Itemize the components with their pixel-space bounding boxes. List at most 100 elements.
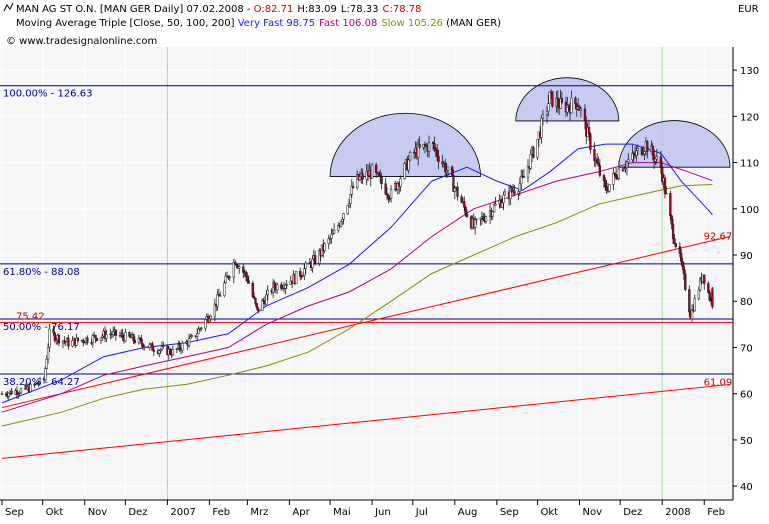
candle-body (114, 329, 118, 336)
x-tick-label: Nov (88, 507, 108, 518)
candle-body (0, 393, 4, 395)
candle-body (94, 334, 97, 339)
candle-body (708, 292, 711, 301)
candle-body (234, 262, 237, 265)
candle-body (380, 176, 383, 185)
candle-body (587, 127, 591, 135)
candle-body (181, 343, 184, 351)
candle-body (52, 328, 55, 334)
candle-body (375, 164, 378, 173)
candle-body (407, 159, 410, 171)
candle-body (223, 282, 226, 296)
fibonacci-level-label: 38.20% - 64.27 (3, 377, 80, 388)
candle-body (556, 97, 559, 107)
candle-body (548, 91, 551, 104)
candle-body (175, 348, 179, 350)
candle-body (57, 335, 61, 344)
candle-body (246, 276, 249, 282)
candle-body (545, 110, 549, 115)
candle-body (200, 327, 203, 330)
candle-body (86, 337, 89, 343)
candle-body (379, 175, 382, 178)
candle-body (608, 183, 611, 192)
candle-body (90, 342, 93, 344)
copyright-text: © www.tradesignalonline.com (6, 36, 157, 47)
candle-body (681, 261, 684, 267)
high-value: H:83.09 (297, 4, 337, 15)
candle-body (82, 339, 85, 343)
candle-body (244, 271, 248, 277)
candle-body (29, 384, 32, 392)
candle-body (450, 166, 454, 176)
candle-body (460, 196, 463, 203)
candle-body (112, 331, 115, 335)
candle-body (598, 165, 602, 176)
candle-body (482, 216, 485, 220)
candle-body (636, 148, 639, 152)
candle-body (99, 337, 103, 341)
candle-body (255, 303, 259, 309)
candle-body (536, 139, 539, 158)
candle-body (101, 335, 104, 338)
instrument-line: MAN AG ST O.N. [MAN GER Daily] 07.02.200… (16, 4, 421, 15)
candle-body (238, 266, 241, 269)
instrument-label: MAN AG ST O.N. [MAN GER Daily] 07.02.200… (16, 4, 254, 15)
candle-body (330, 234, 333, 239)
candle-body (522, 176, 526, 178)
candle-body (44, 368, 47, 381)
ma-slow-line (1, 184, 713, 427)
candle-body (659, 156, 663, 168)
candle-body (151, 343, 154, 351)
plot-area (0, 47, 733, 500)
candle-body (559, 98, 562, 109)
candle-body (494, 203, 497, 206)
chart-header: MAN AG ST O.N. [MAN GER Daily] 07.02.200… (6, 4, 759, 47)
candle-body (520, 175, 523, 185)
candle-body (61, 340, 65, 344)
x-tick-label: Mrz (250, 507, 268, 518)
candle-body (285, 284, 288, 286)
price-label: 92.67 (704, 232, 733, 243)
x-tick-label: Sep (500, 507, 519, 518)
candle-body (589, 133, 592, 150)
x-tick-label: Aug (458, 507, 478, 518)
candle-body (208, 318, 211, 322)
candle-body (213, 303, 216, 317)
candle-body (387, 194, 390, 199)
candle-body (541, 114, 545, 119)
candle-body (162, 345, 165, 347)
candle-body (510, 187, 513, 192)
candle-body (532, 147, 535, 158)
candle-body (311, 258, 314, 268)
candle-body (128, 332, 131, 337)
candle-body (388, 198, 391, 200)
candle-body (358, 176, 362, 181)
candle-body (228, 276, 231, 279)
x-tick-label: 2008 (665, 507, 690, 518)
candle-body (547, 103, 550, 112)
candle-body (152, 350, 155, 352)
candle-body (678, 246, 681, 254)
candle-body (346, 205, 349, 214)
candle-body (473, 219, 477, 228)
candle-body (71, 340, 74, 347)
candle-body (301, 275, 305, 277)
candle-body (625, 161, 629, 168)
y-tick-label: 130 (740, 66, 759, 77)
candle-body (361, 173, 364, 180)
candle-body (19, 388, 23, 394)
candle-body (509, 187, 512, 200)
candle-body (38, 378, 42, 384)
candle-body (632, 152, 635, 155)
candle-body (187, 338, 191, 346)
y-tick-label: 50 (740, 436, 753, 447)
candle-body (76, 337, 80, 342)
candle-body (67, 338, 70, 347)
candle-body (631, 152, 634, 160)
y-tick-label: 70 (740, 343, 753, 354)
x-tick-label: Apr (292, 507, 310, 518)
candle-body (45, 358, 48, 369)
candle-body (158, 350, 161, 354)
candle-body (674, 243, 677, 247)
